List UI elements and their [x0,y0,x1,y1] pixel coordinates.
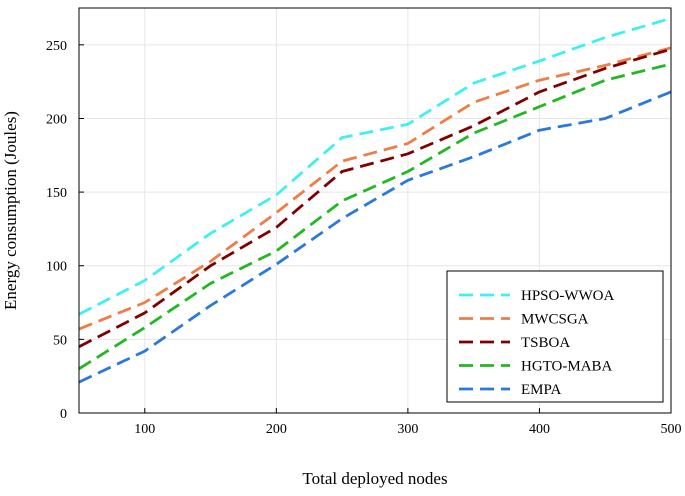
legend-label: EMPA [521,382,561,398]
series-line-mwcsga [78,46,672,331]
series-line-empa [78,90,672,384]
legend-box [446,270,664,403]
x-axis-ticks: 100 200 300 400 500 [134,408,682,437]
legend-label: TSBOA [521,335,570,351]
y-tick-label: 50 [53,333,67,348]
y-tick-label: 150 [46,186,67,201]
plot-frame [78,7,672,414]
series-lines [78,16,672,384]
y-tick-label: 200 [46,112,67,127]
legend-label: HPSO-WWOA [521,288,614,304]
legend-label: HGTO-MABA [521,359,613,375]
legend-items: HPSO-WWOA MWCSGA TSBOA HGTO-MABA EMPA [459,288,614,398]
y-axis-title: Energy consumption (Joules) [1,111,20,310]
x-tick-label: 500 [661,422,682,437]
series-line-tsboa [78,47,672,348]
x-tick-label: 100 [134,422,155,437]
y-axis-ticks: 0 50 100 150 200 250 [46,39,84,422]
x-tick-label: 400 [529,422,550,437]
x-axis-title: Total deployed nodes [302,469,447,488]
series-line-hgto-maba [78,62,672,370]
y-tick-label: 100 [46,260,67,275]
legend-label: MWCSGA [521,312,589,328]
y-tick-label: 0 [60,407,67,422]
y-tick-label: 250 [46,39,67,54]
x-tick-label: 300 [397,422,418,437]
series-line-hpso-wwoa [78,16,672,316]
legend: HPSO-WWOA MWCSGA TSBOA HGTO-MABA EMPA [446,270,664,403]
x-tick-label: 200 [266,422,287,437]
